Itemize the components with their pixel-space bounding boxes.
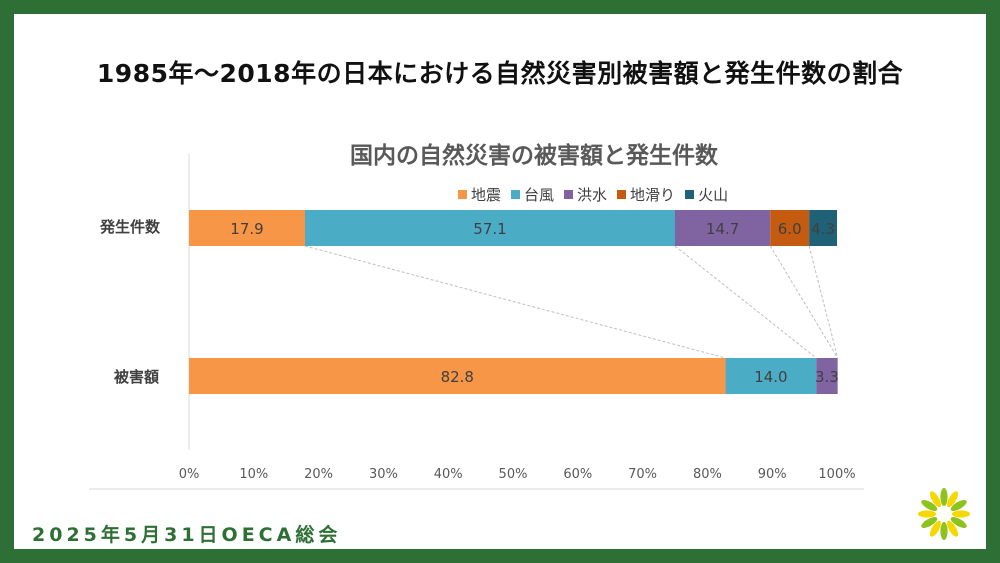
legend-item-landslide: 地滑り — [617, 184, 675, 205]
bar-segment — [809, 210, 837, 246]
slide: 1985年〜2018年の日本における自然災害別被害額と発生件数の割合 国内の自然… — [14, 14, 986, 549]
series-line — [674, 245, 817, 359]
bar-segment — [304, 210, 675, 246]
legend-item-typhoon: 台風 — [511, 184, 554, 205]
data-label: 82.8 — [441, 368, 474, 386]
footer-date: 2025年5月31日OECA総会 — [32, 524, 342, 546]
legend-label: 地震 — [471, 186, 502, 204]
legend-swatch — [564, 190, 574, 199]
category-label-damage: 被害額 — [114, 368, 160, 386]
legend-swatch — [617, 190, 627, 199]
series-line — [808, 245, 839, 359]
legend-item-volcano: 火山 — [685, 184, 728, 205]
legend-item-flood: 洪水 — [564, 184, 607, 205]
legend-swatch — [685, 190, 695, 199]
data-label: 17.9 — [230, 220, 263, 238]
data-label: 4.3 — [811, 220, 835, 238]
bar-segment — [725, 358, 817, 394]
chart-title: 国内の自然災害の被害額と発生件数 — [350, 143, 718, 169]
bar-segment — [189, 210, 305, 246]
legend-label: 地滑り — [630, 186, 676, 204]
x-tick-label: 70% — [628, 467, 657, 482]
series-line — [769, 245, 839, 359]
x-tick-label: 50% — [499, 467, 528, 482]
x-tick-label: 20% — [304, 467, 333, 482]
x-tick-label: 0% — [179, 467, 200, 482]
x-tick-label: 60% — [563, 467, 592, 482]
data-label: 6.0 — [778, 220, 802, 238]
data-label: 14.0 — [754, 368, 787, 386]
x-tick-label: 90% — [758, 467, 787, 482]
bar-segment — [816, 358, 838, 394]
chart-plot: 17.9 57.1 14.7 6.0 4.3 82.8 14.0 3.3 0% 10% 20% 30%… — [89, 154, 864, 490]
x-tick-label: 10% — [239, 467, 268, 482]
data-label: 57.1 — [473, 220, 506, 238]
x-tick-label: 80% — [693, 467, 722, 482]
sunflower-logo-icon — [918, 488, 970, 540]
series-line — [304, 245, 726, 359]
legend-label: 台風 — [524, 186, 555, 204]
legend-swatch — [511, 190, 521, 199]
x-tick-label: 30% — [369, 467, 398, 482]
chart-legend: 地震 台風 洪水 地滑り 火山 — [458, 184, 728, 205]
x-tick-label: 40% — [434, 467, 463, 482]
legend-label: 火山 — [698, 186, 729, 204]
data-label: 14.7 — [706, 220, 739, 238]
legend-swatch — [458, 190, 467, 199]
legend-item-earthquake: 地震 — [458, 184, 501, 205]
bar-segment — [675, 210, 771, 246]
bar-segment — [189, 358, 726, 394]
legend-label: 洪水 — [577, 186, 608, 204]
x-tick-label: 100% — [818, 467, 855, 482]
bar-segment — [770, 210, 810, 246]
data-label: 3.3 — [815, 368, 839, 386]
slide-headline: 1985年〜2018年の日本における自然災害別被害額と発生件数の割合 — [96, 59, 904, 88]
category-label-occurrences: 発生件数 — [100, 218, 161, 236]
